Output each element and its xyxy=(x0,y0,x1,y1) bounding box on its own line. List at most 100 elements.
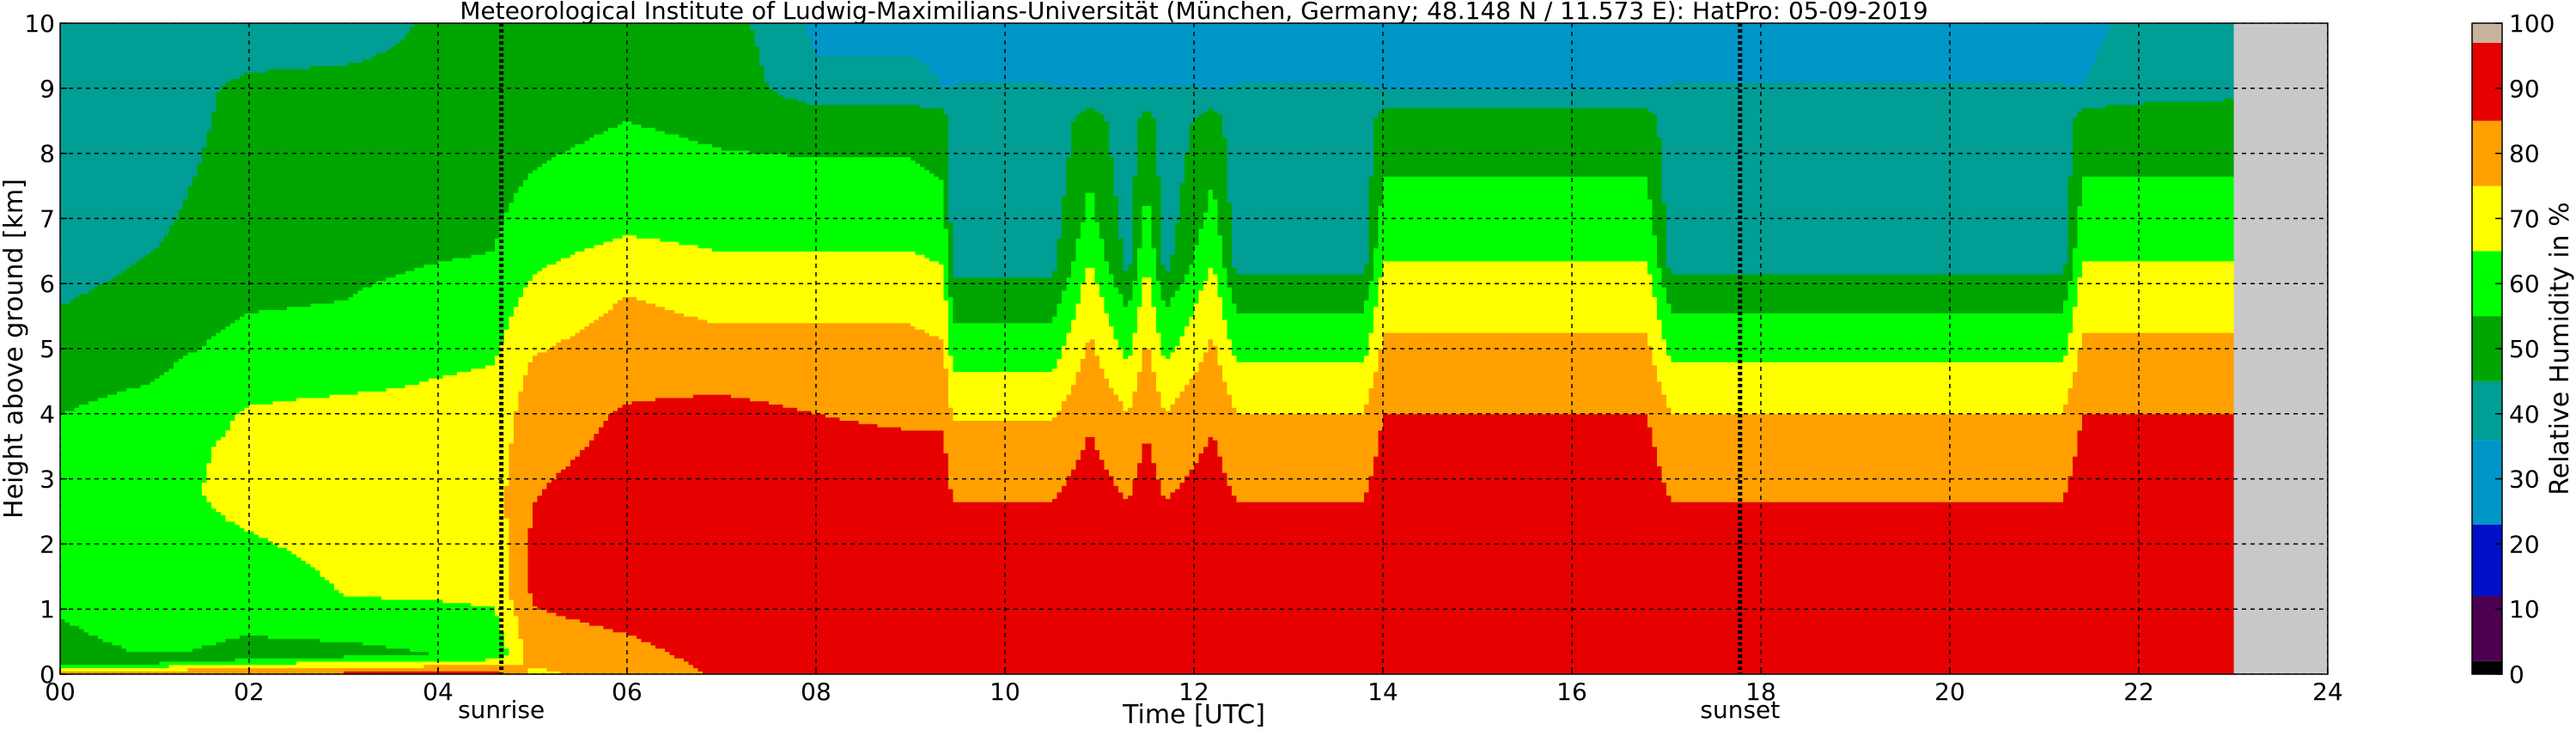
heatmap-cell xyxy=(1321,313,1327,362)
heatmap-cell xyxy=(334,23,340,66)
heatmap-cell xyxy=(1373,247,1379,307)
heatmap-cell xyxy=(1695,23,1701,82)
heatmap-cell xyxy=(1109,475,1115,674)
heatmap-cell xyxy=(1708,502,1714,674)
heatmap-cell xyxy=(320,660,326,669)
heatmap-cell xyxy=(1373,117,1379,249)
heatmap-cell xyxy=(1373,85,1379,119)
heatmap-cell xyxy=(2030,413,2036,502)
heatmap-column xyxy=(495,23,501,674)
heatmap-cell xyxy=(612,127,618,239)
heatmap-column xyxy=(1142,23,1148,674)
heatmap-cell xyxy=(1784,502,1790,674)
heatmap-cell xyxy=(1137,306,1143,373)
heatmap-cell xyxy=(206,644,212,662)
heatmap-cell xyxy=(1368,387,1374,477)
heatmap-cell xyxy=(773,251,779,324)
heatmap-cell xyxy=(145,254,151,386)
heatmap-cell xyxy=(726,322,732,395)
heatmap-cell xyxy=(145,23,151,255)
heatmap-column xyxy=(1113,23,1119,674)
heatmap-cell xyxy=(1680,82,1686,275)
heatmap-cell xyxy=(1619,260,1625,333)
heatmap-cell xyxy=(1619,88,1625,109)
heatmap-cell xyxy=(155,23,161,249)
heatmap-cell xyxy=(575,456,581,620)
heatmap-column xyxy=(1666,23,1672,674)
heatmap-cell xyxy=(1387,332,1393,415)
heatmap-cell xyxy=(1657,137,1663,268)
heatmap-cell xyxy=(1024,502,1030,674)
heatmap-cell xyxy=(107,280,113,395)
heatmap-cell xyxy=(1024,371,1030,421)
heatmap-cell xyxy=(2086,332,2092,415)
heatmap-cell xyxy=(495,671,501,674)
heatmap-column xyxy=(1742,23,1748,674)
heatmap-cell xyxy=(2228,260,2234,333)
heatmap-column xyxy=(1075,23,1081,674)
heatmap-column xyxy=(291,23,297,674)
heatmap-cell xyxy=(291,553,297,639)
heatmap-cell xyxy=(338,593,344,642)
heatmap-cell xyxy=(504,211,510,330)
heatmap-cell xyxy=(1213,88,1219,112)
heatmap-cell xyxy=(1931,502,1937,674)
heatmap-cell xyxy=(2129,332,2135,415)
heatmap-cell xyxy=(2167,260,2173,333)
heatmap-cell xyxy=(2228,176,2234,262)
heatmap-cell xyxy=(230,78,236,324)
heatmap-cell xyxy=(457,257,463,373)
heatmap-cell xyxy=(206,338,212,464)
heatmap-cell xyxy=(64,302,70,411)
heatmap-cell xyxy=(1704,273,1710,313)
heatmap-column xyxy=(259,23,265,674)
heatmap-cell xyxy=(2209,332,2215,415)
heatmap-cell xyxy=(1109,85,1115,157)
heatmap-cell xyxy=(140,671,146,674)
heatmap-cell xyxy=(268,664,274,669)
heatmap-cell xyxy=(2020,502,2026,674)
heatmap-cell xyxy=(334,65,340,301)
heatmap-cell xyxy=(849,420,855,674)
heatmap-cell xyxy=(1137,371,1143,464)
heatmap-cell xyxy=(1062,85,1068,197)
heatmap-cell xyxy=(1614,88,1620,109)
heatmap-cell xyxy=(1307,313,1313,362)
y-tick-label: 5 xyxy=(40,335,55,363)
heatmap-cell xyxy=(1973,362,1979,415)
heatmap-cell xyxy=(376,391,382,597)
heatmap-cell xyxy=(225,638,231,662)
heatmap-cell xyxy=(1160,355,1166,408)
heatmap-column xyxy=(873,23,879,674)
heatmap-cell xyxy=(886,23,892,57)
heatmap-cell xyxy=(1695,313,1701,362)
heatmap-column xyxy=(249,23,255,674)
heatmap-cell xyxy=(1453,107,1459,177)
heatmap-cell xyxy=(873,23,879,57)
heatmap-cell xyxy=(1992,413,1998,502)
heatmap-cell xyxy=(2224,260,2230,333)
heatmap-cell xyxy=(1515,176,1521,262)
colorbar-band xyxy=(2472,440,2502,525)
heatmap-cell xyxy=(2096,260,2102,333)
heatmap-cell xyxy=(1657,380,1663,467)
heatmap-cell xyxy=(344,642,350,655)
heatmap-cell xyxy=(452,671,458,674)
heatmap-cell xyxy=(1099,88,1105,115)
heatmap-cell xyxy=(1005,420,1011,502)
heatmap-cell xyxy=(1780,413,1786,502)
heatmap-cell xyxy=(1931,82,1937,275)
heatmap-cell xyxy=(589,440,595,626)
heatmap-cell xyxy=(277,667,283,674)
heatmap-cell xyxy=(2039,413,2045,502)
heatmap-cell xyxy=(1869,413,1875,502)
heatmap-cell xyxy=(892,251,898,324)
heatmap-cell xyxy=(1544,107,1550,177)
heatmap-cell xyxy=(2181,23,2187,102)
heatmap-cell xyxy=(1841,273,1847,313)
heatmap-cell xyxy=(1094,23,1100,89)
heatmap-cell xyxy=(1227,85,1233,204)
heatmap-cell xyxy=(996,371,1002,421)
heatmap-cell xyxy=(1005,277,1011,324)
heatmap-cell xyxy=(731,322,737,398)
